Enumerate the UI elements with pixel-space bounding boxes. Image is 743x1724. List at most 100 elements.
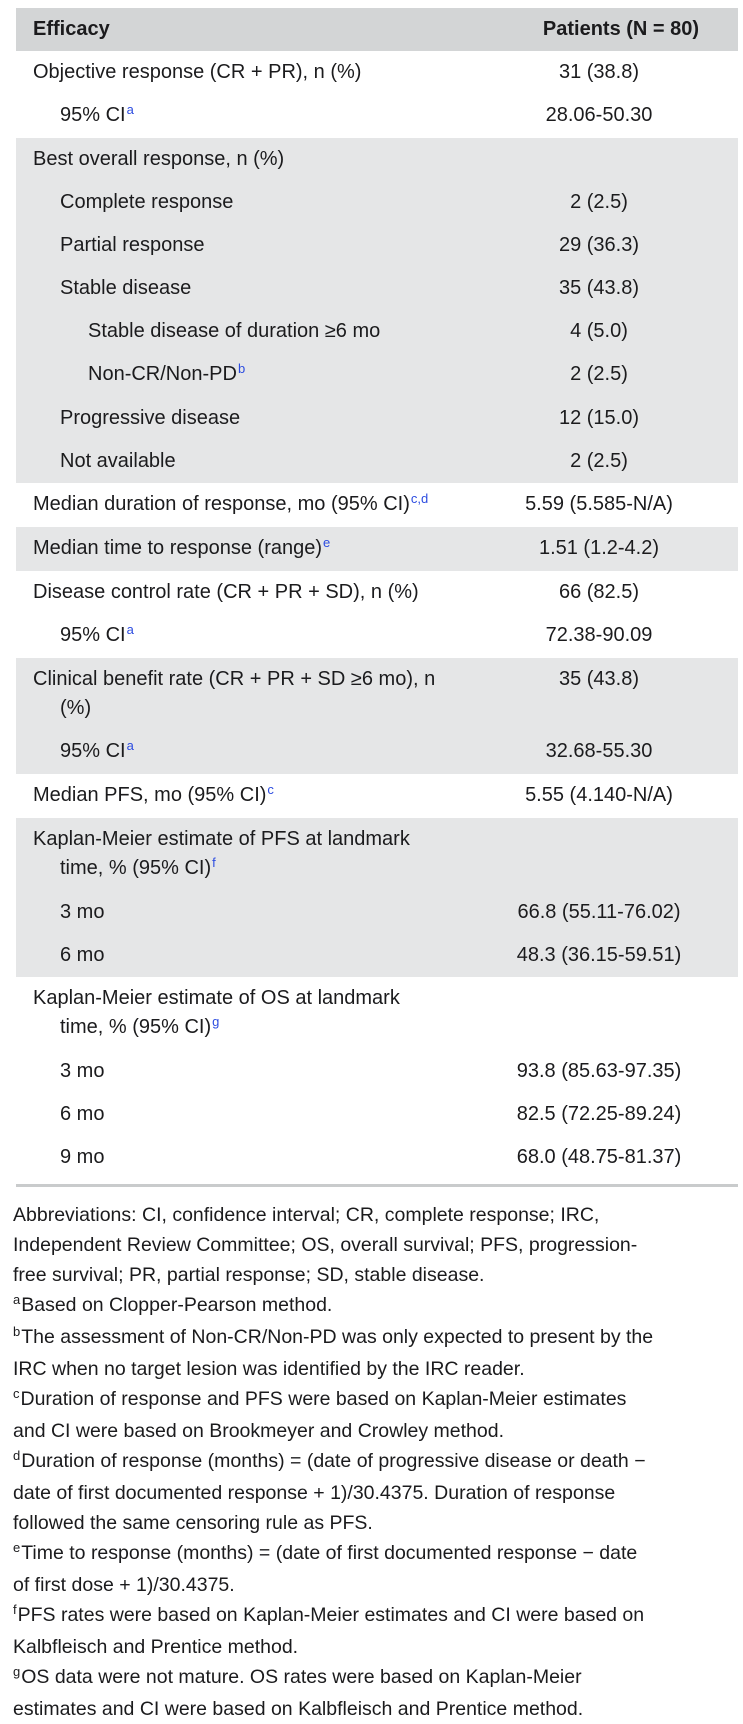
row-value: 2 (2.5) <box>570 191 628 213</box>
row-label-line: Median time to response (range)e <box>16 534 460 564</box>
footnote-line: Abbreviations: CI, confidence interval; … <box>13 1200 743 1230</box>
row-label-text: Kaplan-Meier estimate of OS at landmark <box>33 987 400 1009</box>
footnote-text: IRC when no target lesion was identified… <box>13 1358 525 1380</box>
table-row: Objective response (CR + PR), n (%) 31 (3… <box>16 51 738 94</box>
row-label-line: Not available <box>16 447 460 476</box>
table-row: Progressive disease 12 (15.0) <box>16 397 738 440</box>
footnote-text: The assessment of Non-CR/Non-PD was only… <box>21 1326 654 1348</box>
row-label-line: Progressive disease <box>16 404 460 433</box>
row-value: 5.59 (5.585-N/A) <box>525 493 673 515</box>
row-label-line: Complete response <box>16 188 460 217</box>
footnote-marker: f <box>212 855 216 870</box>
footnote-line: eTime to response (months) = (date of fi… <box>13 1538 743 1570</box>
row-label-line: Kaplan-Meier estimate of OS at landmark <box>16 984 460 1013</box>
row-label: 9 mo <box>16 1143 460 1172</box>
row-value: 35 (43.8) <box>558 277 640 299</box>
footnote-text: Based on Clopper-Pearson method. <box>21 1294 333 1316</box>
footnote-line: of first dose + 1)/30.4375. <box>13 1570 743 1600</box>
row-label-line: 95% CIa <box>16 101 460 131</box>
row-value: 1.51 (1.2-4.2) <box>538 537 660 559</box>
row-label-line: Non-CR/Non-PDb <box>16 360 460 390</box>
row-label-text: Stable disease of duration ≥6 mo <box>88 320 381 342</box>
footnote-marker: d <box>13 1448 21 1463</box>
row-label-text: Non-CR/Non-PD <box>88 363 237 385</box>
table-body: Objective response (CR + PR), n (%) 31 (3… <box>16 51 738 1179</box>
footnote-line: IRC when no target lesion was identified… <box>13 1354 743 1384</box>
row-value: 29 (36.3) <box>558 234 640 256</box>
row-label: Clinical benefit rate (CR + PR + SD ≥6 m… <box>16 665 460 723</box>
footnote-text: date of first documented response + 1)/3… <box>13 1482 616 1504</box>
row-value: 31 (38.8) <box>558 61 640 83</box>
row-label: 95% CIa <box>16 621 460 651</box>
table-row: Kaplan-Meier estimate of OS at landmark t… <box>16 977 738 1050</box>
efficacy-table: Efficacy Patients (N = 80) Objective res… <box>16 8 738 1179</box>
footnote-text: Independent Review Committee; OS, overal… <box>13 1234 638 1256</box>
row-label-text: Disease control rate (CR + PR + SD), n (… <box>33 581 419 603</box>
table-row: 6 mo 82.5 (72.25-89.24) <box>16 1093 738 1136</box>
row-label: Partial response <box>16 231 460 260</box>
row-label: Progressive disease <box>16 404 460 433</box>
footnote-line: gOS data were not mature. OS rates were … <box>13 1662 743 1694</box>
row-label: Not available <box>16 447 460 476</box>
row-label: Median PFS, mo (95% CI)c <box>16 781 460 811</box>
table-row: 3 mo 93.8 (85.63-97.35) <box>16 1050 738 1093</box>
row-value: 2 (2.5) <box>570 363 628 385</box>
footnote-line: cDuration of response and PFS were based… <box>13 1384 743 1416</box>
row-label-text: time, % (95% CI) <box>60 857 212 879</box>
row-value: 12 (15.0) <box>558 407 640 429</box>
footnotes: Abbreviations: CI, confidence interval; … <box>13 1200 743 1724</box>
table-row: Not available 2 (2.5) <box>16 440 738 483</box>
row-label: Best overall response, n (%) <box>16 145 460 174</box>
footnote-marker: e <box>323 535 331 550</box>
row-label-line: Median duration of response, mo (95% CI)… <box>16 490 460 520</box>
row-label-line: Clinical benefit rate (CR + PR + SD ≥6 m… <box>16 665 460 694</box>
header-patients-label: Patients (N = 80) <box>542 18 700 40</box>
row-value: 68.0 (48.75-81.37) <box>516 1146 682 1168</box>
table-row: 95% CIa 28.06-50.30 <box>16 94 738 138</box>
table-row: Kaplan-Meier estimate of PFS at landmark… <box>16 818 738 891</box>
table-row: Stable disease of duration ≥6 mo 4 (5.0) <box>16 310 738 353</box>
footnote-text: Duration of response (months) = (date of… <box>21 1450 646 1472</box>
row-label: Median time to response (range)e <box>16 534 460 564</box>
footnote-line: dDuration of response (months) = (date o… <box>13 1446 743 1478</box>
footnote-text: Duration of response and PFS were based … <box>20 1388 627 1410</box>
row-label-text: Best overall response, n (%) <box>33 148 285 170</box>
row-label-text: Kaplan-Meier estimate of PFS at landmark <box>33 828 410 850</box>
row-value: 93.8 (85.63-97.35) <box>516 1060 682 1082</box>
footnote-line: free survival; PR, partial response; SD,… <box>13 1260 743 1290</box>
row-label-text: 6 mo <box>60 944 105 966</box>
row-label-line: Kaplan-Meier estimate of PFS at landmark <box>16 825 460 854</box>
footnote-text: Kalbfleisch and Prentice method. <box>13 1636 299 1658</box>
footnote-text: free survival; PR, partial response; SD,… <box>13 1264 485 1286</box>
table-bottom-rule <box>16 1184 738 1187</box>
row-label-text: time, % (95% CI) <box>60 1016 212 1038</box>
row-label: Kaplan-Meier estimate of OS at landmark t… <box>16 984 460 1043</box>
table-row: 6 mo 48.3 (36.15-59.51) <box>16 934 738 977</box>
row-label-text: Stable disease <box>60 277 192 299</box>
row-label-text: 6 mo <box>60 1103 105 1125</box>
row-label-line: 95% CIa <box>16 621 460 651</box>
row-label: Median duration of response, mo (95% CI)… <box>16 490 460 520</box>
row-label-line: 6 mo <box>16 941 460 970</box>
row-label-text: 3 mo <box>60 1060 105 1082</box>
row-label-line: 3 mo <box>16 898 460 927</box>
footnote-marker: c <box>13 1386 20 1401</box>
row-label-text: 3 mo <box>60 901 105 923</box>
row-value: 4 (5.0) <box>570 320 628 342</box>
footnote-text: PFS rates were based on Kaplan-Meier est… <box>17 1604 645 1626</box>
row-label-line: Best overall response, n (%) <box>16 145 460 174</box>
table-row: 95% CIa 72.38-90.09 <box>16 614 738 658</box>
row-label-line: 6 mo <box>16 1100 460 1129</box>
row-label-text: Median time to response (range) <box>33 537 323 559</box>
row-value: 35 (43.8) <box>558 668 640 690</box>
row-value: 32.68-55.30 <box>545 740 653 762</box>
row-label-text: Progressive disease <box>60 407 241 429</box>
row-label: Objective response (CR + PR), n (%) <box>16 58 460 87</box>
row-label: 95% CIa <box>16 737 460 767</box>
row-label-text: Clinical benefit rate (CR + PR + SD ≥6 m… <box>33 668 436 690</box>
row-label: 95% CIa <box>16 101 460 131</box>
table-row: Clinical benefit rate (CR + PR + SD ≥6 m… <box>16 658 738 730</box>
footnote-text: followed the same censoring rule as PFS. <box>13 1512 373 1534</box>
row-label-text: 95% CI <box>60 104 126 126</box>
table-row: Best overall response, n (%) <box>16 138 738 181</box>
